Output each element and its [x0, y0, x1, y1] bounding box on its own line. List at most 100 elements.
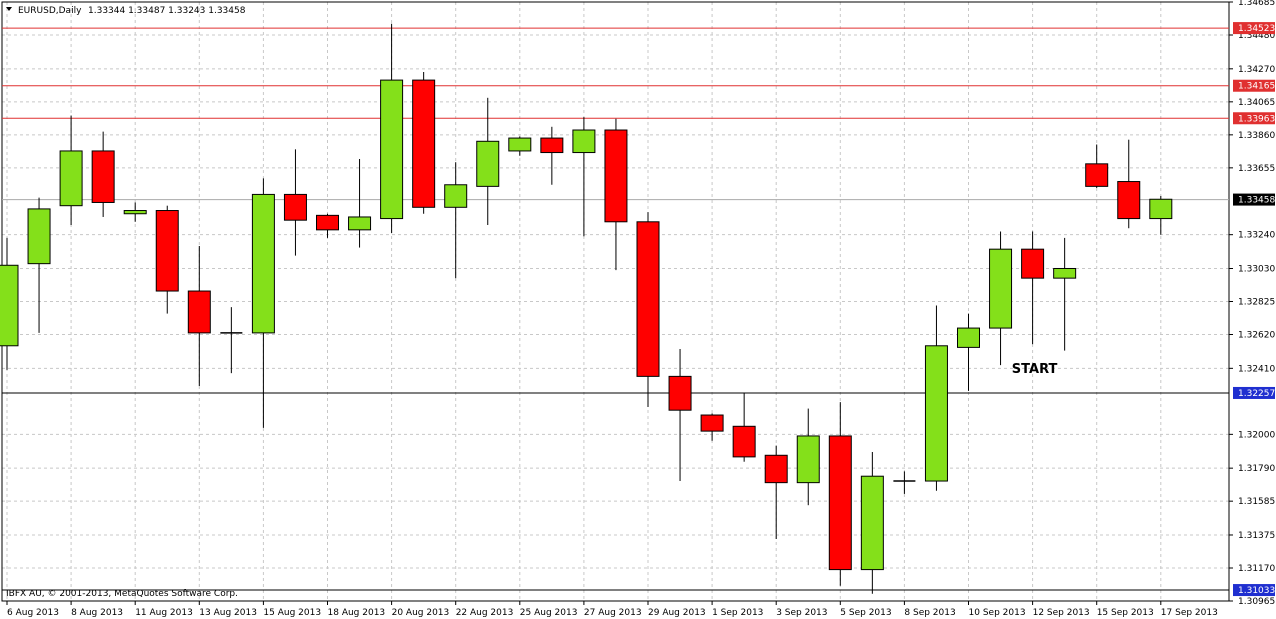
support-price-badge-label: 1.32257	[1238, 389, 1275, 399]
candle	[316, 213, 339, 238]
candle	[123, 202, 147, 222]
symbol-menu-arrow-icon[interactable]	[6, 7, 12, 11]
candle	[572, 117, 596, 237]
y-tick-label: 1.30965	[1238, 597, 1275, 607]
candle	[1085, 144, 1109, 188]
y-tick-label: 1.31585	[1238, 497, 1275, 507]
support-price-badge	[1233, 584, 1275, 597]
x-tick-label: 12 Sep 2013	[1033, 608, 1090, 618]
time-axis[interactable]: 6 Aug 2013 8 Aug 2013 11 Aug 2013 13 Aug 20…	[6, 601, 1218, 618]
y-tick-label: 1.34685	[1238, 0, 1275, 8]
current-price-badge	[1233, 193, 1275, 206]
candle-body	[668, 375, 692, 411]
x-tick-label: 1 Sep 2013	[712, 608, 763, 618]
candle-body	[155, 210, 179, 292]
candle-body	[732, 425, 756, 458]
candle	[764, 445, 788, 540]
x-tick-label: 15 Aug 2013	[263, 608, 321, 618]
resistance-price-badge-label: 1.33963	[1238, 114, 1275, 124]
annotations: START	[1012, 362, 1058, 377]
candle	[0, 237, 19, 370]
candle	[220, 307, 243, 374]
candle-body	[572, 129, 596, 154]
x-tick-label: 10 Sep 2013	[969, 608, 1026, 618]
candle-body	[796, 435, 820, 484]
candle-body	[540, 137, 564, 154]
copyright-text: IBFX AU, © 2001-2013, MetaQuotes Softwar…	[6, 589, 238, 599]
x-tick-label: 8 Aug 2013	[71, 608, 123, 618]
y-tick-label: 1.34270	[1238, 65, 1275, 75]
y-tick-label: 1.32000	[1238, 430, 1275, 440]
resistance-price-badge	[1233, 112, 1275, 125]
candle	[924, 305, 948, 491]
y-tick-label: 1.33860	[1238, 131, 1275, 141]
candle	[476, 97, 500, 226]
candle-body	[187, 290, 211, 334]
candle-body	[59, 150, 83, 207]
candle-body	[604, 129, 628, 223]
candle	[251, 178, 275, 428]
x-tick-label: 3 Sep 2013	[776, 608, 827, 618]
support-price-badge-label: 1.31033	[1238, 586, 1275, 596]
y-tick-label: 1.33030	[1238, 264, 1275, 274]
candle-body	[0, 264, 19, 347]
candle-body	[924, 345, 948, 482]
candle	[444, 162, 468, 279]
candle	[700, 413, 724, 441]
y-tick-label: 1.31790	[1238, 464, 1275, 474]
price-axis[interactable]: 1.34685 1.34480 1.34270 1.34065 1.33860 1.336…	[1229, 0, 1275, 607]
candle-body	[989, 248, 1013, 329]
x-tick-label: 11 Aug 2013	[135, 608, 193, 618]
candle-body	[1053, 267, 1077, 279]
candle	[860, 452, 884, 594]
y-tick-label: 1.33240	[1238, 231, 1275, 241]
support-price-badge	[1233, 386, 1275, 399]
candle	[668, 349, 692, 482]
ohlc-readout: 1.33344 1.33487 1.33243 1.33458	[88, 6, 246, 16]
candle-body	[1085, 163, 1109, 187]
candle-body	[1117, 181, 1141, 220]
resistance-price-badge	[1233, 22, 1275, 35]
candle	[380, 23, 404, 234]
candle-body	[1149, 198, 1173, 220]
candle	[796, 408, 820, 506]
candle	[91, 131, 115, 217]
x-tick-label: 6 Aug 2013	[7, 608, 59, 618]
x-tick-label: 29 Aug 2013	[648, 608, 706, 618]
candle-body	[91, 150, 115, 203]
candle	[1117, 139, 1141, 229]
candles	[0, 23, 1173, 594]
candle-body	[957, 327, 980, 348]
x-tick-label: 25 Aug 2013	[520, 608, 578, 618]
candle-body	[636, 221, 660, 377]
start-annotation: START	[1012, 362, 1058, 377]
candle-body	[316, 214, 339, 231]
candle-body	[508, 137, 532, 152]
candle-body	[348, 216, 372, 231]
candle	[187, 245, 211, 387]
y-tick-label: 1.32410	[1238, 364, 1275, 374]
candle-body	[1021, 248, 1045, 279]
candle	[989, 231, 1013, 366]
y-tick-label: 1.32620	[1238, 331, 1275, 341]
x-tick-label: 18 Aug 2013	[328, 608, 386, 618]
x-tick-label: 27 Aug 2013	[584, 608, 642, 618]
candle	[508, 136, 532, 156]
resistance-price-badge	[1233, 79, 1275, 92]
candle	[828, 402, 852, 586]
candle	[59, 115, 83, 226]
candle	[732, 392, 756, 462]
symbol-label: EURUSD,Daily	[18, 6, 82, 16]
candle-body	[476, 140, 500, 187]
candle	[893, 471, 916, 494]
y-tick-label: 1.34065	[1238, 98, 1275, 108]
candle	[348, 158, 372, 248]
y-tick-label: 1.34480	[1238, 31, 1275, 41]
candle-body	[412, 79, 436, 208]
x-tick-label: 13 Aug 2013	[199, 608, 257, 618]
x-tick-label: 17 Sep 2013	[1161, 608, 1218, 618]
y-tick-label: 1.31375	[1238, 531, 1275, 541]
candle-body	[251, 193, 275, 334]
candle	[540, 126, 564, 185]
